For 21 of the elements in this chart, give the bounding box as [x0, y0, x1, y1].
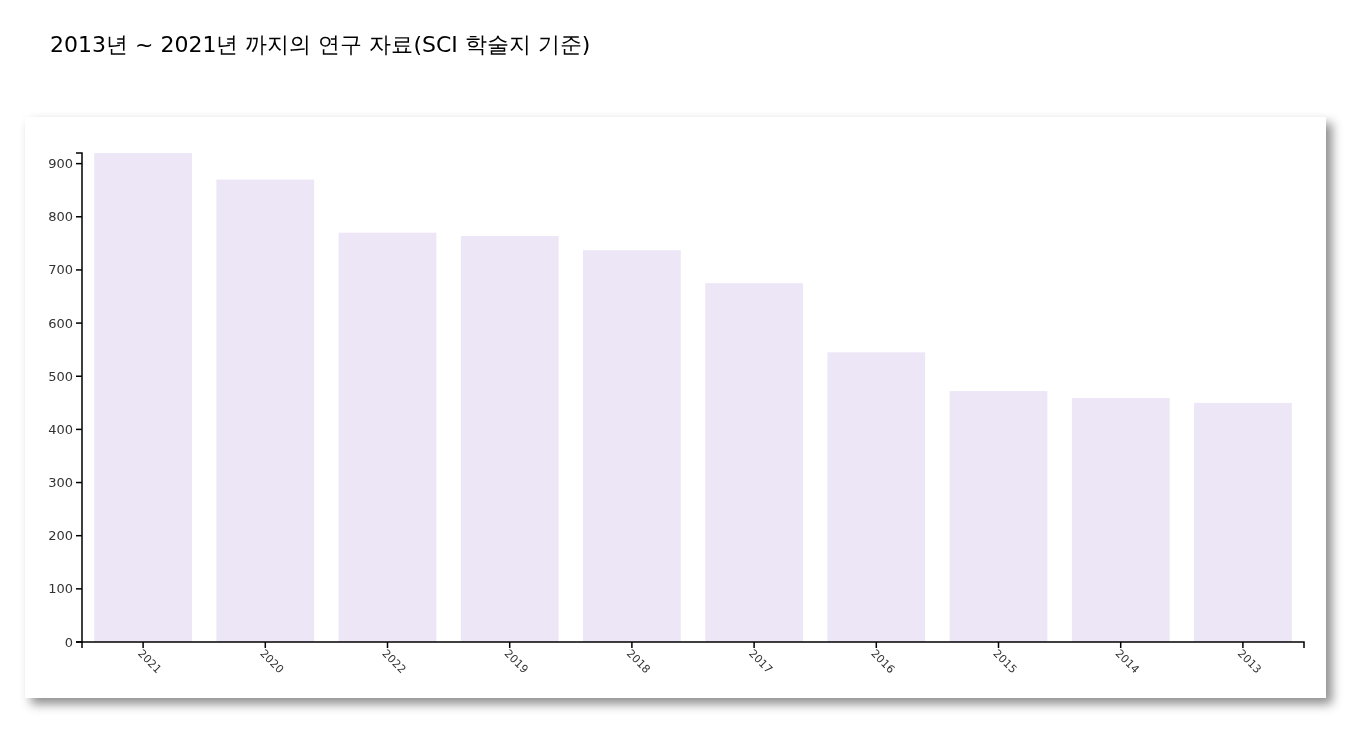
y-tick-label: 400 — [48, 421, 73, 437]
bar — [94, 153, 192, 642]
y-tick-label: 800 — [48, 209, 73, 225]
bar — [338, 232, 437, 642]
y-tick-label: 900 — [48, 156, 73, 172]
bar — [1071, 398, 1170, 642]
bar — [583, 250, 681, 642]
y-tick-label: 300 — [48, 475, 73, 491]
y-tick-label: 100 — [48, 581, 73, 597]
y-tick-label: 0 — [64, 634, 73, 650]
y-tick-label: 200 — [48, 528, 73, 544]
bar — [216, 179, 315, 642]
bar — [949, 391, 1048, 642]
bar — [827, 352, 926, 642]
bar — [460, 235, 559, 642]
bar — [1194, 402, 1292, 642]
y-tick-label: 500 — [48, 368, 73, 384]
y-tick-label: 700 — [48, 262, 73, 278]
y-tick-label: 600 — [48, 315, 73, 331]
chart-title: 2013년 ~ 2021년 까지의 연구 자료(SCI 학술지 기준) — [50, 31, 591, 59]
bar — [705, 283, 803, 642]
